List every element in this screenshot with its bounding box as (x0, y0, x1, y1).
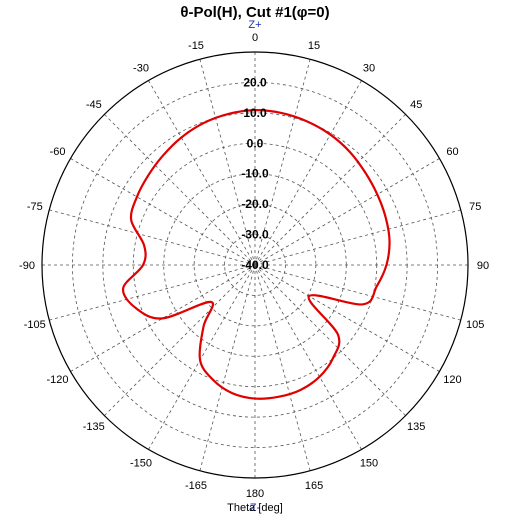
grid-spoke (104, 114, 256, 266)
data-point (161, 317, 163, 319)
x-axis-label: Theta [deg] (227, 502, 283, 514)
data-point (364, 171, 366, 173)
data-point (277, 396, 279, 398)
grid-spoke (254, 264, 362, 450)
z-minus-label: Z- (250, 502, 261, 514)
data-point (142, 264, 144, 266)
chart-title: θ-Pol(H), Cut #1(φ=0) (180, 4, 330, 21)
angle-tick-label: 75 (469, 201, 481, 213)
angle-tick-label: 15 (308, 40, 320, 52)
grid-spoke (254, 264, 461, 321)
data-point (376, 193, 378, 195)
angle-tick-label: -105 (24, 319, 46, 331)
data-point (281, 112, 283, 114)
angle-tick-label: 150 (360, 457, 378, 469)
angle-tick-label: 120 (443, 374, 461, 386)
data-point (199, 359, 201, 361)
radial-tick-label: -40.0 (241, 258, 269, 272)
series-layer (122, 109, 391, 400)
angle-tick-label: 30 (363, 63, 375, 75)
data-point (202, 325, 204, 327)
data-point (135, 307, 137, 309)
angle-tick-label: 0 (252, 32, 258, 44)
grid-spoke (49, 209, 256, 266)
angle-tick-label: 60 (446, 146, 458, 158)
data-point (210, 301, 212, 303)
data-point (136, 196, 138, 198)
radial-tick-label: -10.0 (241, 167, 269, 181)
angle-tick-label: 45 (410, 99, 422, 111)
angle-tick-label: -120 (47, 374, 69, 386)
radial-tick-label: -20.0 (241, 197, 269, 211)
data-point (318, 376, 320, 378)
series-line (122, 109, 391, 400)
data-point (180, 136, 182, 138)
data-point (162, 154, 164, 156)
data-point (385, 264, 387, 266)
data-point (376, 285, 378, 287)
angle-tick-label: 105 (466, 319, 484, 331)
angle-tick-label: 135 (407, 421, 425, 433)
data-point (385, 216, 387, 218)
grid-spoke (254, 80, 362, 266)
grid-spoke (199, 264, 256, 471)
grid-spoke (148, 264, 256, 450)
angle-tick-label: -165 (185, 480, 207, 492)
angle-tick-label: 90 (477, 260, 489, 272)
angle-tick-label: -90 (19, 260, 35, 272)
radial-tick-label: 20.0 (243, 75, 267, 89)
data-point (143, 244, 145, 246)
data-point (130, 219, 132, 221)
angle-tick-label: -45 (86, 99, 102, 111)
radial-tick-label: -30.0 (241, 228, 269, 242)
data-point (227, 113, 229, 115)
grid-spoke (254, 264, 406, 416)
data-point (329, 133, 331, 135)
data-point (231, 392, 233, 394)
angle-tick-labels: 0 15 30 45 60 75 90 105 120 135 150 165 180 -165 -150 -… (19, 32, 489, 500)
data-point (388, 240, 390, 242)
data-point (306, 120, 308, 122)
data-point (362, 303, 364, 305)
z-plus-label: Z+ (248, 19, 261, 31)
angle-tick-label: 165 (305, 480, 323, 492)
radial-tick-label: 10.0 (243, 106, 267, 120)
data-point (122, 287, 124, 289)
data-point (332, 357, 334, 359)
grid-spoke (49, 264, 256, 321)
angle-tick-label: -60 (50, 146, 66, 158)
data-point (299, 389, 301, 391)
angle-tick-label: -150 (130, 457, 152, 469)
data-point (212, 379, 214, 381)
angle-tick-label: 180 (246, 488, 264, 500)
grid-spoke (254, 209, 461, 266)
angle-tick-label: -75 (27, 201, 43, 213)
grid-spoke (254, 264, 440, 372)
data-point (337, 334, 339, 336)
angle-tick-label: -135 (83, 421, 105, 433)
grid-spoke (70, 158, 256, 266)
data-point (202, 122, 204, 124)
outer-circle (41, 51, 469, 479)
data-point (254, 397, 256, 399)
data-point (308, 295, 310, 297)
radial-tick-label: 0.0 (247, 136, 264, 150)
polar-grid (41, 51, 469, 479)
angle-tick-label: -15 (188, 40, 204, 52)
grid-spoke (148, 80, 256, 266)
data-point (147, 174, 149, 176)
grid-spoke (254, 264, 311, 471)
data-point (349, 151, 351, 153)
angle-tick-label: -30 (133, 63, 149, 75)
grid-spoke (254, 114, 406, 266)
radial-tick-labels: 20.0 10.0 0.0 -10.0 -20.0 -30.0 -40.0 (241, 75, 269, 272)
grid-spoke (254, 158, 440, 266)
